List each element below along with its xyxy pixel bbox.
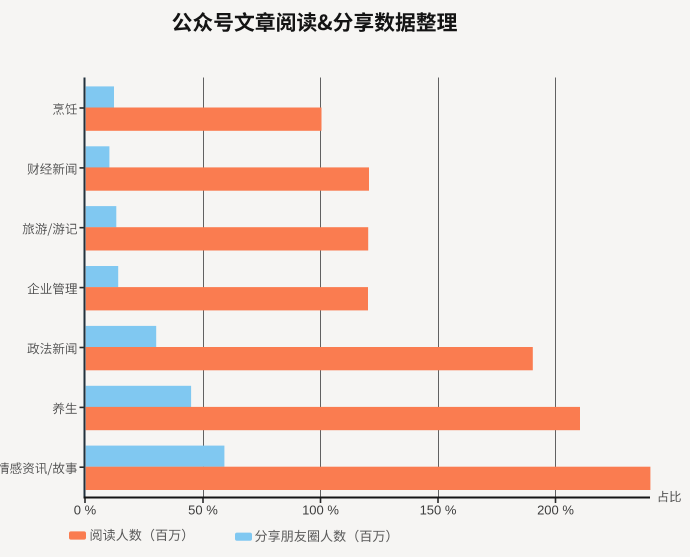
svg-text:100 %: 100 % bbox=[302, 503, 339, 518]
svg-text:0 %: 0 % bbox=[74, 503, 97, 518]
svg-text:200 %: 200 % bbox=[537, 503, 574, 518]
svg-text:50 %: 50 % bbox=[188, 503, 218, 518]
svg-text:150 %: 150 % bbox=[420, 503, 457, 518]
